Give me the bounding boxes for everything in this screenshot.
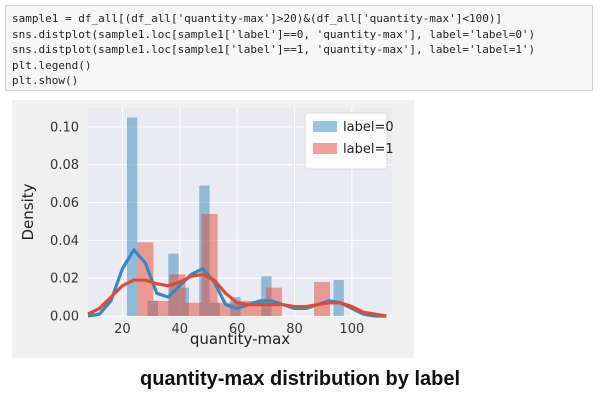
code-line: sample1 = df_all[(df_all['quantity-max']…: [12, 12, 503, 25]
x-tick-label: 40: [172, 322, 189, 337]
y-tick-label: 0.00: [50, 310, 79, 325]
code-line: sns.distplot(sample1.loc[sample1['label'…: [12, 27, 536, 41]
code-line: plt.show(): [12, 74, 79, 87]
legend-label: label=1: [343, 142, 394, 157]
histogram-bar: [313, 281, 331, 316]
code-line: plt.legend(): [12, 58, 92, 72]
y-tick-label: 0.10: [50, 120, 79, 135]
histogram-bar: [201, 213, 218, 316]
code-cell: sample1 = df_all[(df_all['quantity-max']…: [5, 5, 593, 91]
chart: quantity-max Density 0.00 0.02 0.04 0.06 0.0…: [12, 100, 414, 358]
x-tick-label: 60: [229, 322, 246, 337]
y-tick-label: 0.02: [50, 272, 79, 287]
y-axis-label: Density: [19, 183, 37, 240]
x-tick-label: 20: [114, 322, 131, 337]
x-tick-label: 100: [339, 322, 364, 337]
histogram-bar: [127, 117, 138, 316]
x-tick-label: 80: [286, 322, 303, 337]
plot-area: [87, 117, 387, 318]
x-axis-label: quantity-max: [190, 330, 290, 348]
legend-swatch: [313, 121, 337, 132]
y-tick-label: 0.06: [50, 196, 79, 211]
histogram-bar: [185, 302, 202, 316]
y-tick-label: 0.08: [50, 158, 79, 173]
histogram-bar: [333, 280, 344, 316]
code-line: sns.distplot(sample1.loc[sample1['label'…: [12, 43, 536, 56]
legend-label: label=0: [343, 120, 394, 135]
caption: quantity-max distribution by label: [139, 368, 461, 390]
legend-swatch: [313, 143, 337, 154]
y-tick-label: 0.04: [50, 234, 79, 249]
histogram-bar: [153, 300, 170, 316]
kde-line: [87, 272, 387, 318]
